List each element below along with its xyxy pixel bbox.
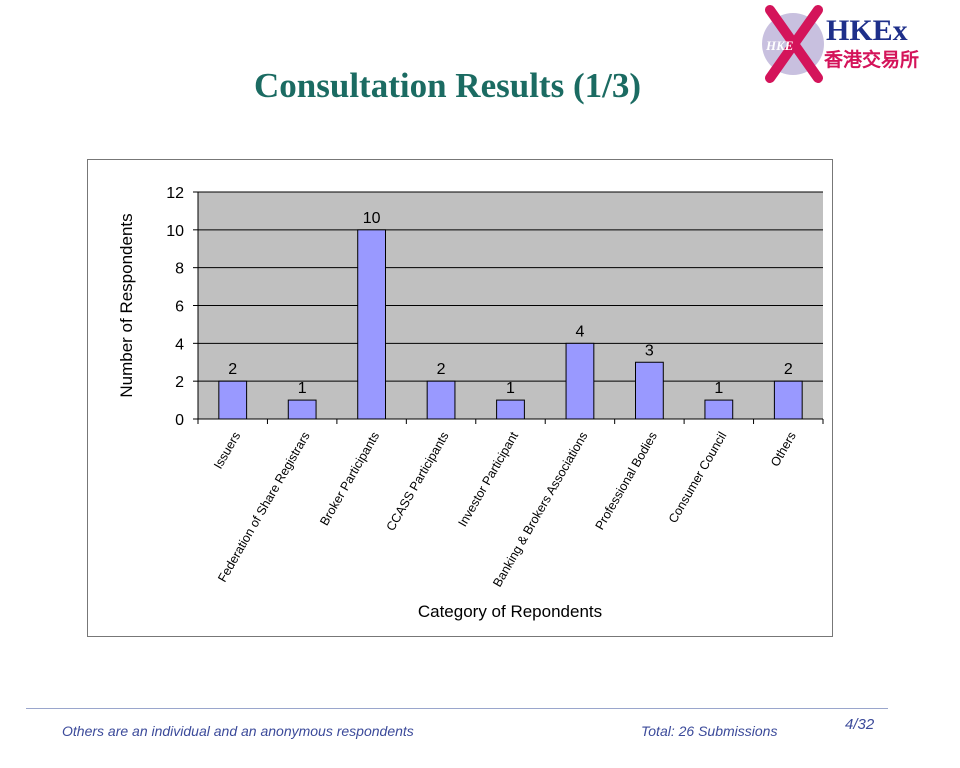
data-label: 2	[228, 361, 237, 378]
logo-x-mark	[765, 5, 823, 83]
logo-latin: HKEx	[826, 14, 908, 47]
footer-total: Total: 26 Submissions	[641, 723, 778, 739]
data-label: 3	[645, 342, 654, 359]
bar	[357, 229, 387, 420]
data-label: 1	[714, 380, 723, 397]
bar	[287, 399, 317, 420]
data-label: 10	[363, 210, 381, 227]
x-tick-label: Others	[768, 430, 799, 469]
y-tick-label: 10	[166, 223, 184, 240]
y-tick-label: 2	[175, 374, 184, 391]
bar	[635, 361, 664, 420]
x-tick-label: Issuers	[211, 430, 243, 472]
y-axis-title: Number of Respondents	[117, 213, 136, 397]
footer-divider	[26, 708, 888, 709]
y-tick-label: 4	[175, 336, 184, 353]
y-tick-label: 8	[175, 261, 184, 278]
bar	[773, 380, 803, 420]
bar	[218, 380, 248, 420]
x-tick-label: Broker Participants	[317, 430, 382, 528]
x-tick-label: Professional Bodies	[593, 430, 660, 533]
data-label: 2	[784, 361, 793, 378]
data-label: 2	[437, 361, 446, 378]
data-label: 1	[298, 380, 307, 397]
data-label: 1	[506, 380, 515, 397]
footer-note: Others are an individual and an anonymou…	[62, 723, 414, 739]
bar	[496, 399, 525, 420]
page-number: 4/32	[845, 716, 875, 733]
x-tick-label: CCASS Participants	[384, 430, 452, 534]
bar	[565, 342, 595, 420]
chart-frame: 0 2 4 6 8 10 12 2 1 10 2 1 4 3 1 2 Issuers Federation of …	[87, 159, 833, 637]
x-tick-label: Consumer Council	[666, 430, 730, 526]
y-tick-label: 12	[166, 185, 184, 202]
y-tick-label: 0	[175, 412, 184, 429]
hkex-logo: HKE HKEx 香港交易所	[762, 5, 919, 83]
x-tick-label: Investor Participant	[455, 429, 521, 529]
logo-badge: HKE	[765, 38, 794, 53]
bar	[426, 380, 456, 420]
bar	[704, 399, 734, 420]
logo-chinese: 香港交易所	[823, 48, 919, 71]
page-title: Consultation Results (1/3)	[254, 66, 641, 105]
x-axis-title: Category of Repondents	[418, 602, 602, 621]
y-tick-label: 6	[175, 299, 184, 316]
data-label: 4	[575, 323, 584, 340]
